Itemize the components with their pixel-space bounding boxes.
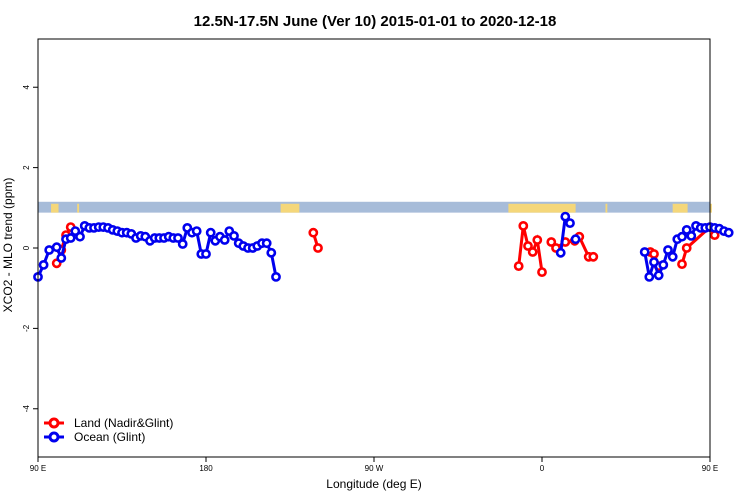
- series-1-point-3-4: [658, 259, 669, 270]
- series-0-point-5-1: [681, 243, 692, 253]
- y-tick-label-3: 2: [22, 165, 31, 170]
- series-1-point-0-1: [38, 259, 49, 270]
- series-1-point-3-5: [663, 245, 673, 255]
- x-tick-label-0: 90 E: [30, 464, 46, 473]
- legend-label-ocean: Ocean (Glint): [74, 430, 145, 444]
- series-0-point-3-6: [588, 251, 599, 262]
- series-1-point-3-1: [644, 271, 655, 282]
- series-1-point-0-48: [261, 238, 272, 249]
- x-tick-label-1: 180: [199, 464, 213, 473]
- x-tick-label-3: 0: [540, 464, 545, 473]
- series-1-point-2-0: [570, 234, 581, 245]
- series-0-point-1-0: [308, 227, 319, 238]
- series-1-point-0-3: [51, 242, 62, 253]
- chart-title: 12.5N-17.5N June (Ver 10) 2015-01-01 to …: [194, 13, 557, 30]
- x-tick-label-2: 90 W: [365, 464, 384, 473]
- band-land-4: [605, 203, 608, 213]
- band-land-2: [280, 203, 300, 213]
- series-0-point-5-0: [677, 259, 687, 269]
- series-1-point-0-6: [65, 233, 76, 243]
- series-1-point-0-49: [266, 247, 277, 258]
- series-1-point-0-36: [205, 227, 216, 238]
- series-1-point-0-2: [44, 245, 55, 255]
- axes: 90 E 180 90 W 0 90 E -4 -2 0 2 4: [22, 84, 718, 473]
- series-0-point-2-2: [523, 241, 533, 251]
- series-0-point-2-3: [527, 247, 538, 257]
- y-tick-label-0: -4: [22, 405, 31, 413]
- land-ocean-band: [38, 201, 712, 213]
- series-0-point-2-1: [518, 220, 529, 231]
- legend-label-land: Land (Nadir&Glint): [74, 416, 173, 430]
- series-0-point-2-0: [513, 261, 524, 271]
- series-1: [33, 211, 734, 282]
- series-0: [51, 220, 720, 277]
- series-1-point-0-29: [173, 233, 183, 243]
- y-tick-label-4: 4: [22, 84, 31, 89]
- band-land-6: [710, 203, 712, 213]
- y-tick-label-1: -2: [22, 324, 31, 332]
- band-ocean: [38, 201, 710, 213]
- series-1-point-3-18: [723, 227, 734, 238]
- series-0-point-4-1: [649, 249, 659, 259]
- series-1-point-0-8: [75, 231, 85, 242]
- series-1-point-3-0: [639, 247, 650, 257]
- series-1-point-0-41: [229, 230, 239, 241]
- series-0-point-2-5: [537, 267, 547, 277]
- series-0-point-3-0: [546, 237, 557, 247]
- series-0-point-2-4: [532, 235, 543, 245]
- y-tick-label-2: 0: [22, 245, 31, 250]
- band-land-5: [672, 203, 688, 213]
- series-1-point-3-8: [677, 231, 687, 242]
- series-1-point-0-50: [271, 271, 281, 282]
- legend-marker-land: [48, 417, 60, 429]
- series-1-point-0-39: [219, 235, 230, 245]
- x-axis-label: Longitude (deg E): [326, 477, 421, 491]
- band-land-1: [77, 203, 80, 213]
- series-1-point-3-10: [686, 230, 697, 241]
- series-1-point-3-6: [667, 251, 678, 262]
- series-1-point-1-2: [565, 218, 575, 228]
- legend-marker-ocean: [48, 431, 60, 443]
- legend: Land (Nadir&Glint) Ocean (Glint): [44, 416, 173, 444]
- series-1-point-0-33: [191, 226, 202, 236]
- series-1-point-3-9: [681, 224, 692, 235]
- series-1-point-3-3: [653, 270, 664, 281]
- series: [33, 211, 734, 282]
- series-1-point-0-35: [201, 249, 211, 259]
- series-1-point-0-4: [56, 253, 67, 263]
- band-land-0: [51, 203, 59, 213]
- series-0-point-1-1: [313, 243, 323, 253]
- series-1-point-3-2: [649, 257, 659, 267]
- series-1-point-1-1: [560, 211, 571, 222]
- band-land-3: [508, 203, 576, 213]
- x-tick-label-4: 90 E: [702, 464, 718, 473]
- y-axis-label: XCO2 - MLO trend (ppm): [1, 178, 15, 313]
- series-1-point-1-0: [555, 247, 566, 258]
- series-1-point-0-30: [177, 239, 188, 249]
- plot-frame: [37, 38, 711, 458]
